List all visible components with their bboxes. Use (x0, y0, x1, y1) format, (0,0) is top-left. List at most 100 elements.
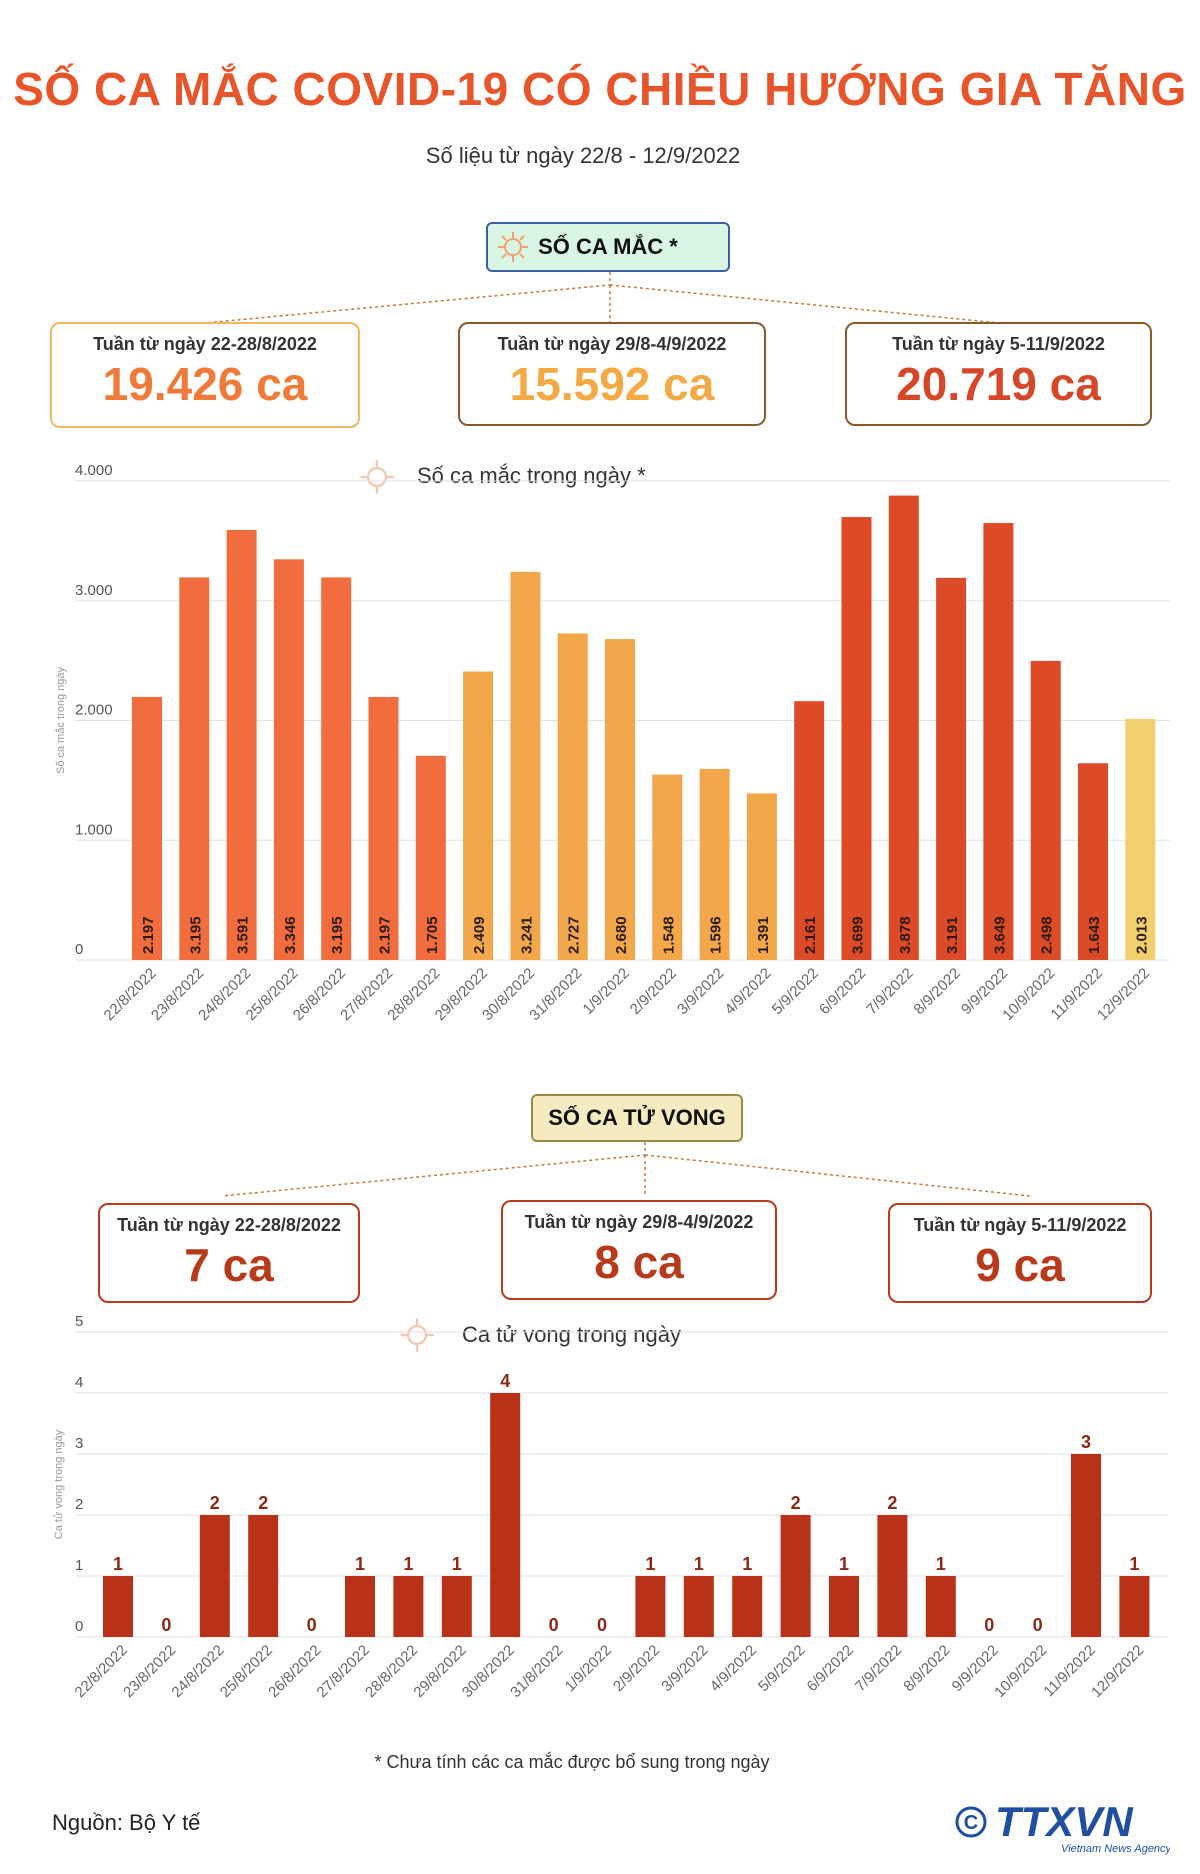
y-tick-label: 4.000 (75, 462, 113, 479)
data-label: 2 (791, 1493, 801, 1513)
y-axis-title: Ca tử vong trong ngày (53, 1429, 65, 1539)
virus-icon (360, 460, 394, 494)
bar (490, 1393, 521, 1637)
deaths-section-tag: SỐ CA TỬ VONG (531, 1094, 743, 1142)
y-tick-label: 0 (75, 1618, 83, 1635)
bar (780, 1515, 811, 1637)
data-label: 3.346 (282, 916, 299, 954)
cases-tag-label: SỐ CA MẮC * (538, 234, 678, 259)
data-label: 1 (839, 1554, 849, 1574)
data-label: 1.596 (708, 916, 725, 954)
data-label: 3.195 (329, 916, 346, 954)
week-label: Tuần từ ngày 5-11/9/2022 (913, 1215, 1127, 1235)
ttxvn-logo: C TTXVN Vietnam News Agency (955, 1798, 1170, 1855)
deaths-week-box-3: Tuần từ ngày 5-11/9/2022 9 ca (888, 1203, 1152, 1303)
data-label: 0 (984, 1615, 994, 1635)
data-label: 0 (161, 1615, 171, 1635)
bar (841, 517, 872, 960)
deaths-tag-label: SỐ CA TỬ VONG (548, 1105, 726, 1130)
data-label: 2.013 (1133, 916, 1150, 954)
data-label: 1 (113, 1554, 123, 1574)
deaths-week-box-2: Tuần từ ngày 29/8-4/9/2022 8 ca (501, 1200, 777, 1300)
bar (925, 1576, 956, 1637)
bar (699, 768, 730, 960)
bar (1125, 718, 1156, 960)
data-label: 4 (500, 1371, 510, 1391)
cases-week-box-2: Tuần từ ngày 29/8-4/9/2022 15.592 ca (458, 322, 766, 426)
svg-text:C: C (964, 1812, 978, 1834)
bar (345, 1576, 375, 1637)
cases-chart-title: Số ca mắc trong ngày * (417, 463, 646, 488)
data-label: 2 (210, 1493, 220, 1513)
bar (732, 1576, 763, 1637)
bar (321, 577, 352, 960)
y-tick-label: 1 (75, 1557, 83, 1574)
cases-section-tag: SỐ CA MẮC * (486, 222, 730, 272)
svg-text:Vietnam News Agency: Vietnam News Agency (1061, 1843, 1170, 1855)
data-label: 2 (887, 1493, 897, 1513)
source-credit: Nguồn: Bộ Y tế (52, 1810, 201, 1835)
bar (179, 577, 210, 960)
data-label: 1 (1129, 1554, 1139, 1574)
data-label: 3.878 (897, 916, 914, 954)
data-label: 3.699 (850, 916, 867, 954)
page-title: SỐ CA MẮC COVID-19 CÓ CHIỀU HƯỚNG GIA TĂ… (13, 63, 1187, 115)
data-label: 1 (742, 1554, 752, 1574)
x-tick-label: 6/9/2022 (804, 1642, 857, 1695)
x-tick-label: 8/9/2022 (900, 1642, 953, 1695)
svg-text:TTXVN: TTXVN (995, 1798, 1134, 1845)
x-tick-label: 7/9/2022 (852, 1642, 905, 1695)
cases-week-box-1: Tuần từ ngày 22-28/8/2022 19.426 ca (50, 322, 360, 428)
x-tick-label: 31/8/2022 (507, 1642, 566, 1701)
y-tick-label: 4 (75, 1374, 83, 1391)
data-label: 1 (452, 1554, 462, 1574)
data-label: 1 (694, 1554, 704, 1574)
deaths-week-box-1: Tuần từ ngày 22-28/8/2022 7 ca (98, 1203, 360, 1303)
week-value: 19.426 ca (102, 358, 308, 410)
data-label: 2.161 (802, 916, 819, 954)
x-tick-label: 10/9/2022 (991, 1642, 1050, 1701)
cases-week-box-3: Tuần từ ngày 5-11/9/2022 20.719 ca (845, 322, 1152, 426)
deaths-chart-title: Ca tử vong trong ngày (462, 1322, 681, 1347)
bar (683, 1576, 714, 1637)
x-tick-label: 12/9/2022 (1088, 1642, 1147, 1701)
week-label: Tuần từ ngày 29/8-4/9/2022 (497, 334, 727, 354)
bar (635, 1576, 666, 1637)
y-tick-label: 2.000 (75, 702, 113, 719)
y-tick-label: 5 (75, 1313, 83, 1330)
data-label: 0 (307, 1615, 317, 1635)
data-label: 1.391 (755, 916, 772, 954)
bar (829, 1576, 859, 1637)
y-tick-label: 1.000 (75, 821, 113, 838)
data-label: 1 (645, 1554, 655, 1574)
data-label: 3 (1081, 1432, 1091, 1452)
week-value: 8 ca (594, 1236, 684, 1288)
bar (1071, 1454, 1101, 1637)
bar (888, 495, 919, 960)
data-label: 1.643 (1086, 916, 1103, 954)
bar (510, 571, 541, 960)
week-label: Tuần từ ngày 5-11/9/2022 (892, 334, 1105, 354)
data-label: 2 (258, 1493, 268, 1513)
y-axis-title: Số ca mắc trong ngày (54, 667, 67, 775)
bar (1078, 763, 1108, 960)
data-label: 2.727 (566, 916, 583, 954)
bar (273, 559, 304, 960)
x-tick-label: 4/9/2022 (707, 1642, 760, 1695)
bar (1119, 1576, 1150, 1637)
data-label: 2.409 (471, 916, 488, 954)
y-tick-label: 0 (75, 941, 83, 958)
data-label: 1 (403, 1554, 413, 1574)
bar (794, 701, 825, 960)
bar (199, 1515, 230, 1637)
bar (393, 1576, 424, 1637)
data-label: 3.191 (944, 916, 961, 954)
bar (368, 696, 399, 960)
data-label: 3.195 (187, 916, 204, 954)
bar (248, 1515, 279, 1637)
week-label: Tuần từ ngày 22-28/8/2022 (93, 334, 317, 354)
page-subtitle: Số liệu từ ngày 22/8 - 12/9/2022 (425, 143, 741, 168)
bar (877, 1515, 908, 1637)
